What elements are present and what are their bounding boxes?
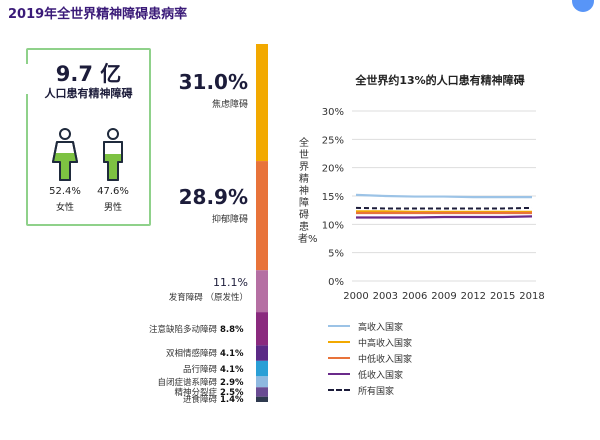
legend-swatch	[328, 341, 350, 343]
bar-segment-3	[256, 270, 268, 313]
total-value: 9.7 亿	[55, 62, 122, 86]
y-tick-label-3: 10%	[322, 220, 344, 231]
bar-value-label-9: 1.4%	[220, 395, 244, 406]
legend-swatch	[328, 357, 350, 359]
bar-segment-5	[256, 345, 268, 361]
y-tick-label-7: 30%	[322, 107, 344, 118]
y-tick-label-5: 20%	[322, 164, 344, 175]
legend-swatch	[328, 373, 350, 375]
bar-value-label-6: 4.1%	[220, 364, 244, 375]
line-chart-ylabel: 全世界精神障碍患者%	[298, 138, 318, 245]
bar-label-row-4: 注意缺陷多动障碍 8.8%	[98, 323, 248, 335]
bar-category-label-2: 抑郁障碍	[211, 215, 248, 226]
page-title: 2019年全世界精神障碍患病率	[8, 7, 188, 22]
bar-category-label-3: 发育障碍 （原发性）	[168, 293, 248, 304]
bar-category-label-8: 精神分裂症	[174, 387, 217, 398]
bar-segment-8	[256, 387, 268, 397]
legend-swatch	[328, 389, 350, 391]
legend-swatch	[328, 325, 350, 327]
y-tick-label-2: 5%	[328, 249, 344, 260]
female-icon	[52, 128, 78, 181]
series-line-2	[356, 210, 532, 213]
bar-label-row-7: 自闭症谱系障碍 2.9%	[98, 376, 248, 388]
bar-value-label-2: 28.9%	[178, 185, 248, 210]
corner-button[interactable]	[572, 0, 594, 12]
bar-segment-6	[256, 360, 268, 377]
legend-label: 所有国家	[358, 387, 395, 397]
bar-segment-9	[256, 396, 268, 402]
series-line-5	[355, 206, 533, 210]
bar-label-row-9: 进食障碍 1.4%	[98, 393, 248, 405]
bar-value-label-8: 2.5%	[220, 387, 244, 398]
female-label: 女性	[55, 203, 74, 213]
bar-value-label-7: 2.9%	[220, 377, 244, 388]
legend-label: 中高收入国家	[358, 339, 413, 349]
female-pct: 52.4%	[49, 186, 81, 197]
x-tick-label-4: 2009	[431, 291, 456, 302]
bar-category-label-7: 自闭症谱系障碍	[157, 377, 217, 388]
x-tick-label-5: 2012	[461, 291, 486, 302]
bar-category-label-5: 双相情感障碍	[165, 349, 217, 360]
series-line-1	[355, 193, 532, 199]
bar-segment-7	[256, 376, 268, 388]
x-tick-label-6: 2015	[490, 291, 515, 302]
x-tick-label-1: 2000	[343, 291, 368, 302]
bar-value-label-3: 11.1%	[213, 276, 248, 290]
bar-category-label-4: 注意缺陷多动障碍	[148, 324, 217, 335]
bar-value-label-5: 4.1%	[220, 349, 244, 360]
line-chart-title: 全世界约13%的人口患有精神障碍	[355, 74, 525, 87]
bar-label-row-6: 品行障碍 4.1%	[98, 363, 248, 375]
y-tick-label-6: 25%	[322, 135, 344, 146]
bar-label-row-5: 双相情感障碍 4.1%	[98, 347, 248, 359]
bar-category-label-6: 品行障碍	[182, 364, 217, 375]
bar-label-row-8: 精神分裂症 2.5%	[98, 386, 248, 398]
total-label: 人口患有精神障碍	[44, 87, 133, 100]
x-tick-label-2: 2003	[373, 291, 398, 302]
summary-box	[26, 48, 151, 226]
bar-category-label-9: 进食障碍	[182, 395, 217, 406]
bar-segment-4	[256, 312, 268, 346]
male-label: 男性	[103, 203, 122, 213]
series-line-4	[356, 215, 533, 219]
x-tick-label-7: 2018	[519, 291, 544, 302]
summary-box-notch	[20, 64, 28, 94]
male-pct: 47.6%	[97, 186, 129, 197]
legend-label: 中低收入国家	[358, 355, 413, 365]
legend-label: 高收入国家	[358, 323, 404, 333]
male-icon	[103, 128, 123, 181]
bar-value-label-1: 31.0%	[178, 69, 248, 94]
bar-value-label-4: 8.8%	[220, 324, 244, 335]
bar-category-label-1: 焦虑障碍	[211, 99, 248, 110]
y-tick-label-1: 0%	[328, 277, 344, 288]
legend-label: 低收入国家	[358, 371, 404, 381]
x-tick-label-3: 2006	[402, 291, 427, 302]
bar-segment-1	[256, 44, 268, 162]
y-tick-label-4: 15%	[322, 192, 344, 203]
bar-segment-2	[256, 161, 268, 271]
